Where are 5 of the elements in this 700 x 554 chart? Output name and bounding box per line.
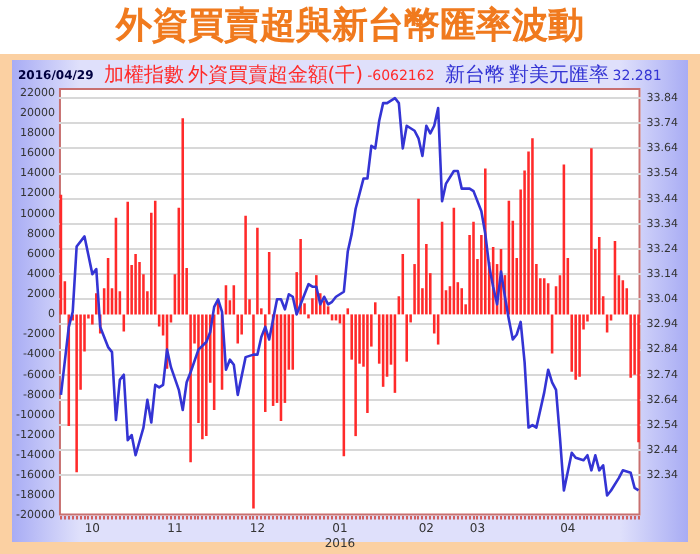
text: 加權指數	[103, 63, 184, 88]
chart-title: 外資買賣超與新台幣匯率波動	[114, 5, 584, 48]
text: 新台幣	[444, 63, 505, 88]
text: 對美元匯率	[508, 63, 609, 88]
series-label: 外資買賣超金額(千)	[187, 63, 364, 88]
